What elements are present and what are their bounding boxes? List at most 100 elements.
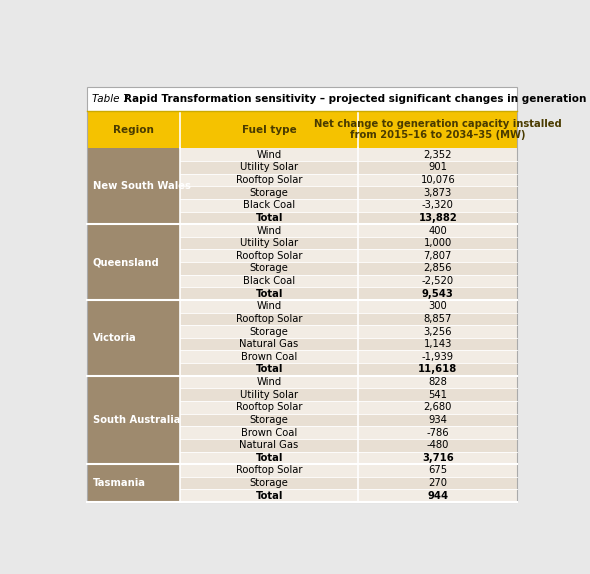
Bar: [358, 224, 517, 237]
Text: Rooftop Solar: Rooftop Solar: [236, 251, 302, 261]
Text: Total: Total: [255, 453, 283, 463]
Text: Total: Total: [255, 491, 283, 501]
Bar: [87, 224, 180, 300]
Bar: [180, 313, 358, 325]
Bar: [180, 187, 358, 199]
Bar: [358, 389, 517, 401]
Text: Storage: Storage: [250, 263, 289, 273]
Bar: [180, 224, 358, 237]
Text: 2,352: 2,352: [424, 150, 452, 160]
Bar: [358, 250, 517, 262]
Bar: [87, 149, 180, 224]
Bar: [180, 275, 358, 288]
Text: Brown Coal: Brown Coal: [241, 428, 297, 437]
Bar: [180, 212, 358, 224]
Bar: [180, 288, 358, 300]
Text: 300: 300: [428, 301, 447, 311]
Text: Victoria: Victoria: [93, 333, 137, 343]
Text: 270: 270: [428, 478, 447, 488]
Text: Wind: Wind: [257, 150, 281, 160]
Bar: [358, 288, 517, 300]
Bar: [180, 149, 358, 161]
Bar: [87, 464, 180, 502]
Text: Storage: Storage: [250, 478, 289, 488]
Text: 13,882: 13,882: [418, 213, 457, 223]
Bar: [180, 464, 358, 477]
Text: Rooftop Solar: Rooftop Solar: [236, 314, 302, 324]
Text: 2,856: 2,856: [424, 263, 452, 273]
Bar: [180, 363, 358, 376]
Text: 10,076: 10,076: [421, 175, 455, 185]
Text: 828: 828: [428, 377, 447, 387]
Bar: [358, 452, 517, 464]
Text: 1,143: 1,143: [424, 339, 452, 349]
Text: -786: -786: [427, 428, 449, 437]
Text: 9,543: 9,543: [422, 289, 454, 298]
Bar: [180, 351, 358, 363]
Bar: [358, 313, 517, 325]
Text: 2,680: 2,680: [424, 402, 452, 412]
Bar: [358, 161, 517, 174]
Text: 901: 901: [428, 162, 447, 172]
Bar: [180, 426, 358, 439]
Text: 3,716: 3,716: [422, 453, 454, 463]
Text: New South Wales: New South Wales: [93, 181, 191, 191]
Bar: [358, 426, 517, 439]
Bar: [180, 174, 358, 187]
Text: Natural Gas: Natural Gas: [240, 440, 299, 450]
Text: Wind: Wind: [257, 301, 281, 311]
Bar: [358, 262, 517, 275]
Text: Utility Solar: Utility Solar: [240, 390, 298, 400]
Bar: [180, 300, 358, 313]
Text: Black Coal: Black Coal: [243, 200, 295, 210]
Bar: [180, 237, 358, 250]
Text: Rapid Transformation sensitivity – projected significant changes in generation c: Rapid Transformation sensitivity – proje…: [124, 94, 590, 104]
Bar: [180, 401, 358, 414]
Text: Queensland: Queensland: [93, 257, 160, 267]
Text: Storage: Storage: [250, 327, 289, 336]
Bar: [180, 250, 358, 262]
Bar: [180, 439, 358, 452]
Bar: [180, 338, 358, 351]
Text: Total: Total: [255, 289, 283, 298]
Bar: [87, 300, 180, 376]
Bar: [358, 363, 517, 376]
Bar: [358, 275, 517, 288]
Text: 11,618: 11,618: [418, 364, 457, 374]
Bar: [358, 439, 517, 452]
Bar: [358, 414, 517, 426]
Text: Brown Coal: Brown Coal: [241, 352, 297, 362]
Text: 7,807: 7,807: [424, 251, 452, 261]
Text: Utility Solar: Utility Solar: [240, 162, 298, 172]
Text: Wind: Wind: [257, 377, 281, 387]
Bar: [180, 452, 358, 464]
Bar: [180, 490, 358, 502]
Bar: [87, 376, 180, 464]
Bar: [180, 477, 358, 490]
Bar: [358, 300, 517, 313]
Text: Utility Solar: Utility Solar: [240, 238, 298, 248]
Text: Storage: Storage: [250, 415, 289, 425]
Text: 934: 934: [428, 415, 447, 425]
Bar: [180, 161, 358, 174]
Bar: [358, 237, 517, 250]
Text: 944: 944: [427, 491, 448, 501]
Text: Net change to generation capacity installed
from 2015–16 to 2034–35 (MW): Net change to generation capacity instal…: [314, 119, 562, 141]
Bar: [358, 490, 517, 502]
Bar: [180, 414, 358, 426]
Bar: [358, 464, 517, 477]
Bar: [358, 376, 517, 389]
Text: -2,520: -2,520: [422, 276, 454, 286]
Text: 541: 541: [428, 390, 447, 400]
Text: Storage: Storage: [250, 188, 289, 197]
Bar: [358, 338, 517, 351]
Text: Wind: Wind: [257, 226, 281, 235]
Text: -3,320: -3,320: [422, 200, 454, 210]
Text: Total: Total: [255, 364, 283, 374]
Bar: [180, 262, 358, 275]
Bar: [358, 351, 517, 363]
Text: Region: Region: [113, 125, 154, 135]
Text: Rooftop Solar: Rooftop Solar: [236, 175, 302, 185]
Bar: [358, 212, 517, 224]
Text: South Australia: South Australia: [93, 415, 181, 425]
